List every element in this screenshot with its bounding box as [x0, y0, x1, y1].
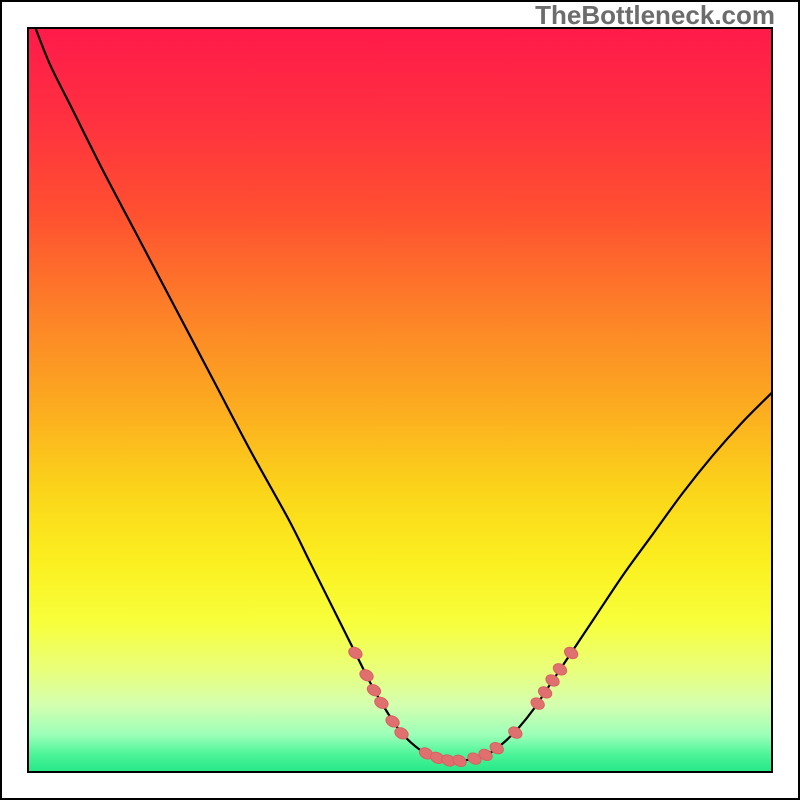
chart-svg — [0, 0, 800, 800]
chart-frame: TheBottleneck.com — [0, 0, 800, 800]
watermark-text: TheBottleneck.com — [535, 0, 775, 31]
